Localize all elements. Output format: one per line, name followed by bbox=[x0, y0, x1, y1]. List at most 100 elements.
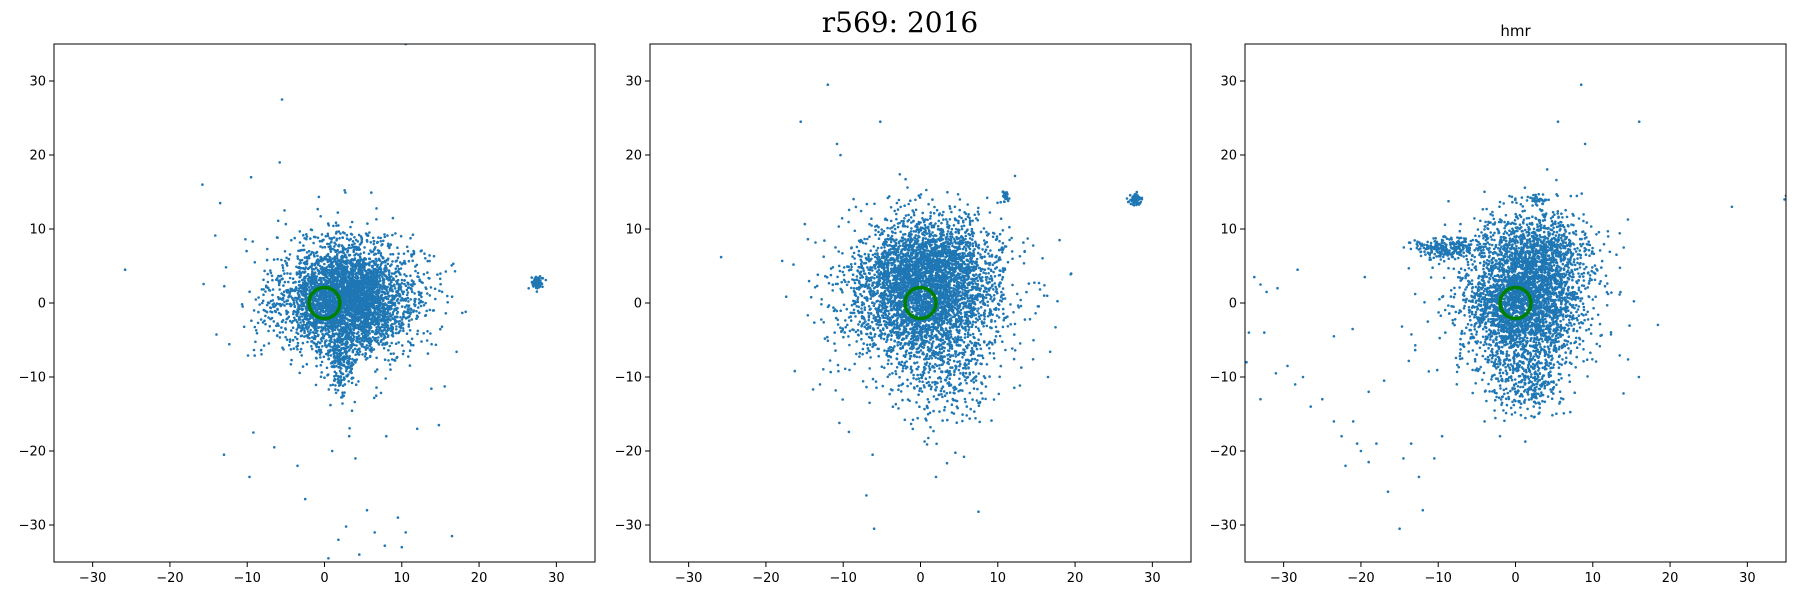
scatter-point bbox=[268, 325, 272, 328]
scatter-point bbox=[343, 294, 346, 298]
scatter-point bbox=[345, 361, 349, 365]
scatter-point bbox=[394, 232, 397, 235]
scatter-point bbox=[301, 293, 305, 297]
scatter-point bbox=[320, 292, 324, 296]
scatter-point bbox=[354, 457, 357, 460]
scatter-point bbox=[328, 303, 332, 307]
scatter-point bbox=[285, 289, 288, 292]
scatter-point bbox=[355, 323, 359, 327]
scatter-point bbox=[400, 263, 404, 266]
scatter-point bbox=[300, 315, 304, 318]
scatter-point bbox=[405, 304, 409, 307]
scatter-point bbox=[329, 323, 333, 326]
scatter-point bbox=[368, 279, 372, 283]
scatter-point bbox=[396, 278, 400, 282]
scatter-point bbox=[320, 360, 324, 364]
scatter-point bbox=[424, 286, 428, 289]
scatter-point bbox=[303, 275, 307, 279]
scatter-point bbox=[325, 305, 328, 308]
scatter-point bbox=[346, 276, 349, 279]
scatter-point bbox=[304, 323, 308, 327]
scatter-point bbox=[320, 339, 324, 343]
scatter-point bbox=[328, 247, 332, 251]
scatter-point bbox=[399, 283, 402, 287]
scatter-point bbox=[298, 230, 302, 233]
scatter-point bbox=[329, 354, 333, 357]
scatter-point bbox=[327, 224, 331, 227]
scatter-point bbox=[382, 347, 386, 350]
scatter-point bbox=[318, 313, 322, 317]
scatter-point bbox=[282, 269, 285, 272]
scatter-point bbox=[534, 283, 537, 287]
scatter-point bbox=[328, 242, 331, 246]
scatter-point bbox=[343, 315, 346, 318]
scatter-point bbox=[364, 358, 368, 361]
scatter-point bbox=[201, 183, 204, 186]
scatter-point bbox=[262, 278, 265, 282]
scatter-point bbox=[353, 254, 356, 257]
scatter-point bbox=[381, 323, 385, 327]
scatter-point bbox=[222, 453, 226, 457]
scatter-point bbox=[343, 319, 346, 323]
scatter-point bbox=[377, 303, 381, 307]
scatter-point bbox=[339, 282, 342, 286]
scatter-point bbox=[337, 224, 340, 227]
scatter-point bbox=[328, 277, 331, 281]
scatter-point bbox=[306, 336, 310, 339]
scatter-point bbox=[344, 525, 348, 528]
scatter-point bbox=[370, 350, 373, 353]
scatter-point bbox=[408, 364, 412, 367]
scatter-point bbox=[324, 282, 328, 286]
scatter-point bbox=[420, 295, 423, 299]
scatter-point bbox=[300, 308, 304, 312]
scatter-point bbox=[318, 264, 322, 268]
scatter-point bbox=[329, 241, 333, 244]
scatter-point bbox=[388, 312, 392, 315]
scatter-point bbox=[426, 292, 429, 295]
scatter-point bbox=[355, 337, 359, 340]
scatter-point bbox=[383, 321, 387, 324]
scatter-point bbox=[303, 256, 307, 259]
scatter-point bbox=[391, 301, 394, 305]
scatter-point bbox=[358, 315, 361, 319]
scatter-point bbox=[279, 304, 283, 308]
scatter-point bbox=[382, 284, 386, 288]
scatter-point bbox=[400, 545, 404, 549]
scatter-point bbox=[286, 291, 289, 294]
scatter-point bbox=[363, 268, 366, 272]
scatter-point bbox=[329, 290, 333, 294]
scatter-point bbox=[301, 365, 305, 368]
scatter-point bbox=[320, 326, 324, 329]
scatter-point bbox=[464, 310, 468, 314]
scatter-point bbox=[269, 306, 272, 309]
scatter-point bbox=[403, 262, 407, 265]
scatter-point bbox=[341, 317, 345, 320]
scatter-point bbox=[395, 356, 398, 360]
scatter-point bbox=[331, 303, 334, 306]
scatter-point bbox=[324, 339, 327, 343]
scatter-point bbox=[379, 310, 382, 314]
scatter-point bbox=[312, 298, 316, 302]
scatter-point bbox=[320, 280, 323, 284]
scatter-point bbox=[307, 286, 311, 289]
scatter-point bbox=[363, 289, 366, 293]
scatter-point bbox=[368, 298, 371, 301]
scatter-point bbox=[340, 340, 344, 344]
scatter-point bbox=[362, 304, 365, 308]
scatter-point bbox=[374, 297, 377, 301]
scatter-point bbox=[348, 348, 351, 351]
scatter-point bbox=[316, 329, 319, 333]
scatter-point bbox=[327, 310, 331, 314]
scatter-point bbox=[368, 295, 371, 298]
scatter-point bbox=[412, 343, 415, 347]
scatter-point bbox=[334, 260, 338, 264]
scatter-points bbox=[123, 44, 548, 560]
scatter-point bbox=[336, 322, 340, 325]
scatter-point bbox=[438, 277, 442, 281]
scatter-point bbox=[393, 301, 397, 305]
scatter-point bbox=[414, 269, 417, 273]
scatter-point bbox=[320, 329, 324, 332]
scatter-point bbox=[261, 321, 265, 324]
scatter-point bbox=[398, 287, 401, 290]
scatter-point bbox=[366, 319, 370, 322]
